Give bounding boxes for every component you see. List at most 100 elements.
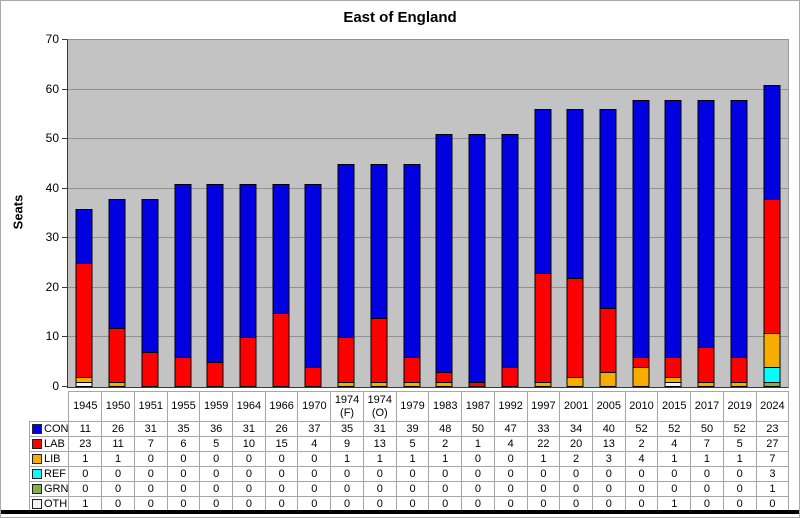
value-cell-LAB: 27 bbox=[755, 436, 790, 452]
value-cell-REF: 0 bbox=[264, 466, 299, 482]
value-cell-GRN: 0 bbox=[232, 481, 266, 497]
value-cell-CON: 50 bbox=[461, 421, 495, 437]
value-cell-LAB: 23 bbox=[68, 436, 103, 452]
value-cell-LIB: 0 bbox=[264, 451, 299, 467]
value-cell-LIB: 0 bbox=[297, 451, 332, 467]
bar-segment-CON bbox=[75, 208, 93, 264]
value-cell-LAB: 10 bbox=[232, 436, 266, 452]
legend-cell: LIB bbox=[28, 451, 70, 467]
year-header: 1992 bbox=[493, 391, 528, 422]
year-header: 2017 bbox=[690, 391, 724, 422]
bar-segment-LAB bbox=[337, 337, 355, 383]
value-cell-CON: 36 bbox=[199, 421, 234, 437]
bar-segment-CON bbox=[599, 109, 617, 308]
bar-segment-CON bbox=[501, 134, 519, 368]
bar-segment-LIB bbox=[534, 382, 552, 387]
value-cell-CON: 34 bbox=[559, 421, 593, 437]
value-cell-CON: 52 bbox=[722, 421, 757, 437]
chart-title: East of England bbox=[343, 9, 457, 26]
legend-cell: LAB bbox=[28, 436, 70, 452]
year-header: 1950 bbox=[101, 391, 135, 422]
bar-2005 bbox=[599, 109, 617, 387]
value-cell-LAB: 4 bbox=[657, 436, 692, 452]
bar-segment-CON bbox=[566, 109, 584, 278]
table-row-GRN: GRN 0 0 0 0 0 0 0 0 0 0 0 0 0 0 0 0 0 0 0 0 0 1 bbox=[28, 481, 790, 497]
value-cell-LIB: 3 bbox=[591, 451, 626, 467]
y-tick-mark bbox=[62, 336, 67, 338]
legend-cell: CON bbox=[28, 421, 70, 437]
value-cell-REF: 0 bbox=[68, 466, 103, 482]
bar-1983 bbox=[435, 134, 453, 387]
legend-label: LIB bbox=[44, 452, 61, 465]
value-cell-CON: 31 bbox=[232, 421, 266, 437]
bar-segment-LIB bbox=[664, 377, 682, 383]
bar-2024 bbox=[763, 84, 781, 387]
bar-segment-LAB bbox=[468, 382, 486, 387]
value-cell-REF: 0 bbox=[526, 466, 561, 482]
value-cell-REF: 0 bbox=[395, 466, 430, 482]
year-header: 1966 bbox=[264, 391, 299, 422]
bar-segment-CON bbox=[730, 99, 748, 358]
year-header: 1987 bbox=[461, 391, 495, 422]
table-row-REF: REF 0 0 0 0 0 0 0 0 0 0 0 0 0 0 0 0 0 0 0 0 0 3 bbox=[28, 466, 790, 482]
bar-2017 bbox=[697, 99, 715, 387]
bar-segment-CON bbox=[763, 84, 781, 199]
value-cell-CON: 26 bbox=[101, 421, 135, 437]
y-tick-mark bbox=[62, 386, 67, 387]
bar-2010 bbox=[632, 99, 650, 387]
bar-segment-CON bbox=[370, 163, 388, 318]
bar-segment-CON bbox=[468, 134, 486, 383]
table-header-row: 1945 1950 1951 1955 1959 1964 1966 1970 1974 (F)… bbox=[30, 391, 790, 422]
bar-segment-LAB bbox=[239, 337, 257, 387]
bar-segment-CON bbox=[632, 99, 650, 358]
year-header: 1945 bbox=[68, 391, 103, 422]
bar-2015 bbox=[664, 99, 682, 387]
value-cell-OTH: 0 bbox=[166, 496, 201, 512]
value-cell-REF: 0 bbox=[133, 466, 168, 482]
value-cell-REF: 0 bbox=[199, 466, 234, 482]
value-cell-OTH: 0 bbox=[232, 496, 266, 512]
bar-segment-LIB bbox=[337, 382, 355, 387]
gridline bbox=[68, 187, 788, 189]
bar-segment-LIB bbox=[632, 367, 650, 387]
bar-segment-LIB bbox=[370, 382, 388, 387]
year-header: 1997 bbox=[526, 391, 561, 422]
value-cell-REF: 0 bbox=[297, 466, 332, 482]
value-cell-LAB: 2 bbox=[624, 436, 659, 452]
value-cell-CON: 31 bbox=[133, 421, 168, 437]
value-cell-GRN: 0 bbox=[101, 481, 135, 497]
value-cell-CON: 31 bbox=[362, 421, 397, 437]
value-cell-LAB: 4 bbox=[297, 436, 332, 452]
value-cell-LAB: 5 bbox=[722, 436, 757, 452]
value-cell-LAB: 13 bbox=[362, 436, 397, 452]
year-header: 2001 bbox=[559, 391, 593, 422]
value-cell-REF: 0 bbox=[101, 466, 135, 482]
legend-label: CON bbox=[44, 422, 69, 435]
bottom-border-line bbox=[1, 510, 799, 514]
value-cell-REF: 0 bbox=[428, 466, 463, 482]
gridline bbox=[68, 88, 788, 90]
value-cell-LAB: 5 bbox=[199, 436, 234, 452]
bar-1964 bbox=[239, 183, 257, 387]
bar-1974 (F) bbox=[337, 163, 355, 387]
bar-2019 bbox=[730, 99, 748, 387]
y-tick-label: 10 bbox=[45, 329, 59, 344]
legend-cell: GRN bbox=[28, 481, 70, 497]
bar-segment-LAB bbox=[664, 357, 682, 378]
bar-segment-LAB bbox=[304, 367, 322, 387]
value-cell-OTH: 0 bbox=[690, 496, 724, 512]
bar-segment-LAB bbox=[174, 357, 192, 387]
year-header: 1974 (O) bbox=[362, 391, 397, 422]
value-cell-LAB: 11 bbox=[101, 436, 135, 452]
bar-segment-LAB bbox=[599, 307, 617, 373]
value-cell-LAB: 22 bbox=[526, 436, 561, 452]
y-axis-label: Seats bbox=[10, 194, 26, 230]
bar-segment-LAB bbox=[403, 357, 421, 383]
gridline bbox=[68, 336, 788, 338]
value-cell-LIB: 1 bbox=[722, 451, 757, 467]
year-header: 1955 bbox=[166, 391, 201, 422]
y-tick-label: 50 bbox=[45, 131, 59, 146]
bar-1945 bbox=[75, 208, 93, 387]
bar-1970 bbox=[304, 183, 322, 387]
